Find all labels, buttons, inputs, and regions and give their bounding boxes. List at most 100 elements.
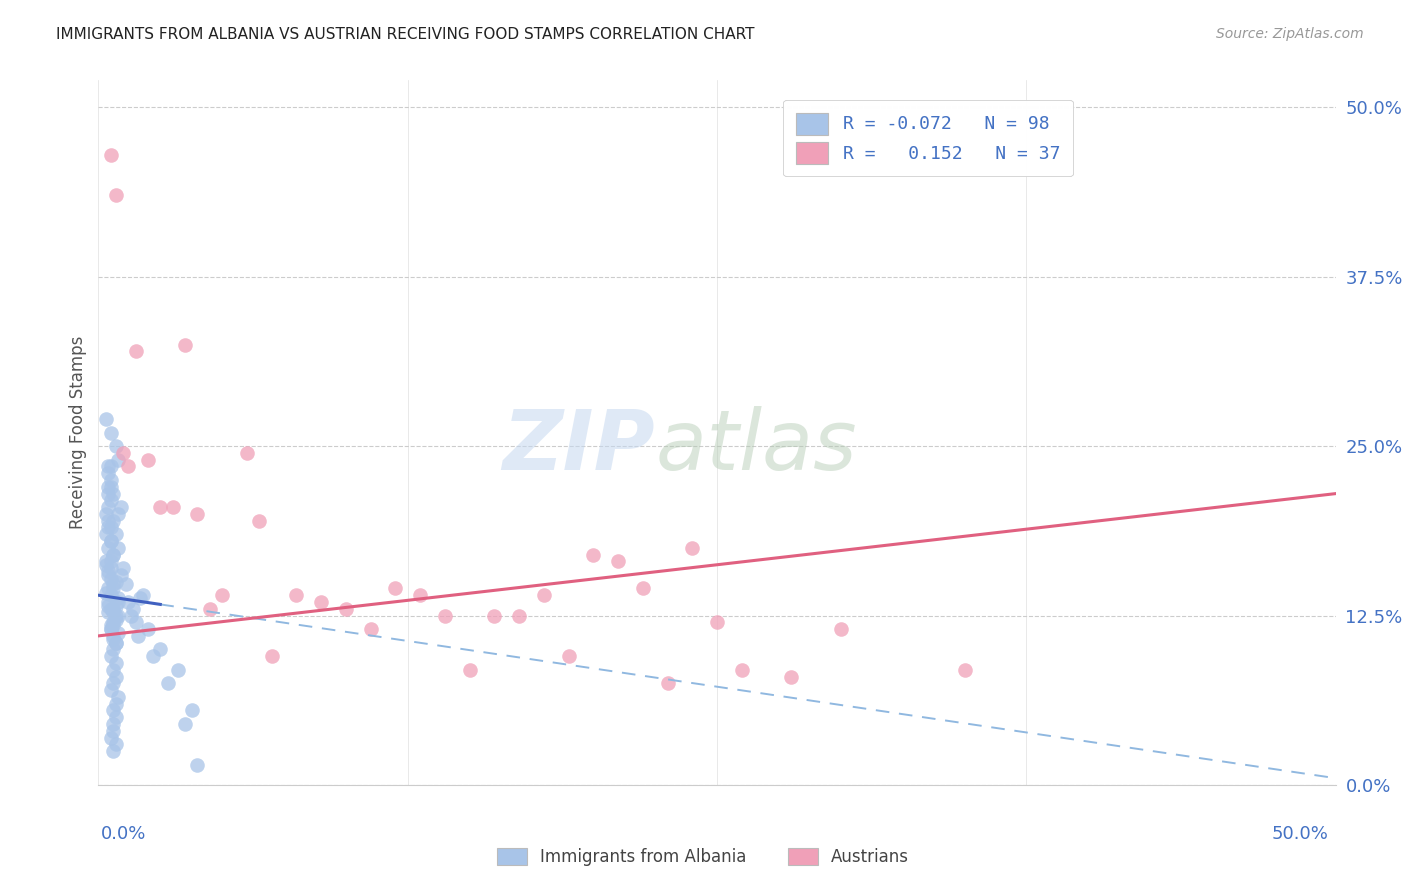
Point: [433, 608, 456, 623]
Point: [104, 599, 127, 613]
Point: [97, 480, 120, 494]
Point: [94, 412, 117, 426]
Point: [100, 618, 122, 632]
Point: [149, 500, 172, 515]
Point: [247, 514, 270, 528]
Point: [117, 459, 139, 474]
Point: [103, 514, 125, 528]
Point: [114, 577, 136, 591]
Point: [100, 622, 122, 636]
Point: [100, 425, 122, 440]
Point: [260, 649, 283, 664]
Text: IMMIGRANTS FROM ALBANIA VS AUSTRIAN RECEIVING FOOD STAMPS CORRELATION CHART: IMMIGRANTS FROM ALBANIA VS AUSTRIAN RECE…: [56, 27, 755, 42]
Point: [97, 599, 120, 613]
Point: [174, 717, 197, 731]
Point: [112, 561, 135, 575]
Point: [132, 588, 155, 602]
Point: [124, 615, 146, 630]
Point: [335, 601, 357, 615]
Point: [97, 568, 120, 582]
Point: [97, 500, 120, 515]
Point: [780, 669, 803, 683]
Point: [100, 473, 122, 487]
Point: [162, 500, 184, 515]
Point: [124, 344, 146, 359]
Point: [104, 697, 127, 711]
Point: [103, 615, 125, 630]
Point: [97, 605, 120, 619]
Point: [104, 188, 127, 202]
Point: [100, 683, 122, 698]
Point: [103, 676, 125, 690]
Point: [97, 582, 120, 596]
Point: [104, 613, 127, 627]
Point: [100, 480, 122, 494]
Point: [107, 626, 129, 640]
Point: [103, 548, 125, 562]
Point: [104, 737, 127, 751]
Point: [582, 548, 605, 562]
Point: [107, 608, 129, 623]
Point: [103, 548, 125, 562]
Point: [103, 632, 125, 646]
Point: [97, 467, 120, 481]
Point: [136, 452, 159, 467]
Point: [94, 558, 117, 573]
Point: [122, 601, 145, 615]
Point: [104, 608, 127, 623]
Point: [166, 663, 188, 677]
Point: [129, 591, 152, 605]
Text: atlas: atlas: [655, 406, 856, 487]
Point: [107, 690, 129, 704]
Point: [104, 635, 127, 649]
Point: [681, 541, 703, 555]
Point: [156, 676, 179, 690]
Point: [104, 635, 127, 649]
Point: [149, 642, 172, 657]
Point: [236, 446, 259, 460]
Point: [285, 588, 308, 602]
Point: [103, 601, 125, 615]
Point: [103, 577, 125, 591]
Point: [107, 452, 129, 467]
Point: [409, 588, 432, 602]
Point: [100, 534, 122, 549]
Point: [94, 554, 117, 568]
Point: [104, 439, 127, 453]
Point: [100, 572, 122, 586]
Point: [127, 629, 149, 643]
Point: [100, 493, 122, 508]
Point: [557, 649, 579, 664]
Point: [103, 605, 125, 619]
Point: [100, 588, 122, 602]
Point: [100, 534, 122, 549]
Point: [97, 486, 120, 500]
Point: [103, 723, 125, 738]
Text: ZIP: ZIP: [502, 406, 655, 487]
Point: [103, 703, 125, 717]
Point: [830, 622, 852, 636]
Point: [104, 710, 127, 724]
Point: [100, 561, 122, 575]
Point: [103, 663, 125, 677]
Text: Source: ZipAtlas.com: Source: ZipAtlas.com: [1216, 27, 1364, 41]
Point: [607, 554, 630, 568]
Point: [107, 541, 129, 555]
Point: [104, 669, 127, 683]
Point: [136, 622, 159, 636]
Point: [104, 656, 127, 670]
Point: [103, 744, 125, 758]
Point: [104, 574, 127, 589]
Point: [384, 582, 406, 596]
Point: [107, 595, 129, 609]
Point: [97, 459, 120, 474]
Point: [100, 731, 122, 745]
Point: [731, 663, 754, 677]
Point: [97, 520, 120, 534]
Point: [120, 608, 142, 623]
Text: 0.0%: 0.0%: [101, 825, 146, 843]
Point: [198, 601, 221, 615]
Legend: R = -0.072   N = 98, R =   0.152   N = 37: R = -0.072 N = 98, R = 0.152 N = 37: [783, 100, 1073, 177]
Point: [100, 649, 122, 664]
Y-axis label: Receiving Food Stamps: Receiving Food Stamps: [69, 336, 87, 529]
